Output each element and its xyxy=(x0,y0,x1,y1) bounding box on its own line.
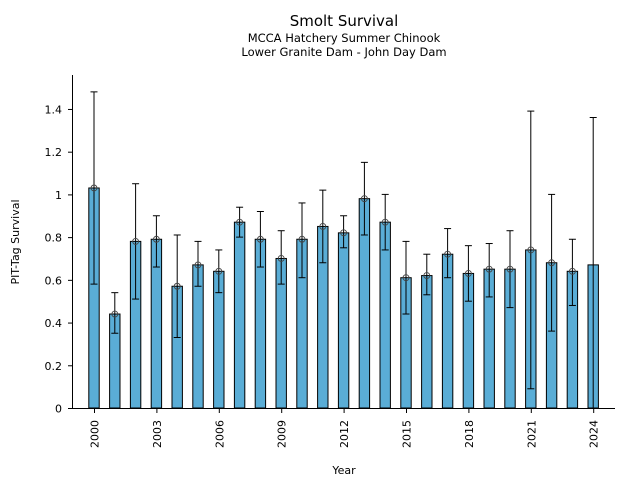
y-tick-label: 0.2 xyxy=(45,360,63,373)
point-marker-2007 xyxy=(236,218,244,226)
y-tick-label: 0.4 xyxy=(45,317,63,330)
point-marker-2021 xyxy=(527,246,535,254)
x-tick-label: 2009 xyxy=(276,420,289,448)
point-marker-2008 xyxy=(256,235,264,243)
x-tick-label: 2018 xyxy=(463,420,476,448)
point-marker-2017 xyxy=(444,250,452,258)
chart-title: Smolt Survival xyxy=(289,12,399,30)
y-tick-label: 0.8 xyxy=(45,232,63,245)
x-tick-label: 2015 xyxy=(401,420,414,448)
chart-subtitle-2: Lower Granite Dam - John Day Dam xyxy=(241,45,447,59)
point-marker-2014 xyxy=(381,218,389,226)
x-tick-label: 2006 xyxy=(213,420,226,448)
point-marker-2023 xyxy=(568,267,576,275)
point-marker-2011 xyxy=(319,222,327,230)
point-marker-2019 xyxy=(485,265,493,273)
x-axis-label: Year xyxy=(331,464,356,477)
point-marker-2010 xyxy=(298,235,306,243)
point-marker-2000 xyxy=(90,184,98,192)
point-marker-2009 xyxy=(277,255,285,262)
point-marker-2018 xyxy=(464,269,472,277)
point-marker-2005 xyxy=(194,261,202,269)
x-tick-label: 2024 xyxy=(588,420,601,448)
y-tick-label: 1 xyxy=(55,189,62,202)
point-marker-2013 xyxy=(360,195,368,203)
y-axis-label: PIT-Tag Survival xyxy=(9,199,22,284)
point-marker-2015 xyxy=(402,274,410,282)
x-tick-label: 2021 xyxy=(525,420,538,448)
bar-2012 xyxy=(337,232,350,409)
y-tick-label: 0.6 xyxy=(45,274,63,287)
y-tick-label: 0 xyxy=(55,403,62,416)
bar-2016 xyxy=(421,275,433,409)
point-marker-2016 xyxy=(423,272,431,280)
point-marker-2020 xyxy=(506,265,514,273)
point-marker-2002 xyxy=(132,237,140,245)
point-marker-2012 xyxy=(340,229,348,237)
y-tick-label: 1.2 xyxy=(45,146,63,159)
x-tick-label: 2000 xyxy=(89,420,102,448)
bar-2007 xyxy=(233,221,246,409)
point-marker-2003 xyxy=(152,235,160,243)
y-tick-label: 1.4 xyxy=(45,103,63,116)
x-tick-label: 2012 xyxy=(338,420,351,448)
x-tick-label: 2003 xyxy=(151,420,164,448)
point-marker-2004 xyxy=(173,282,181,290)
point-marker-2022 xyxy=(548,259,556,267)
point-marker-2006 xyxy=(215,267,223,275)
point-marker-2001 xyxy=(111,310,119,318)
chart-subtitle-1: MCCA Hatchery Summer Chinook xyxy=(247,31,441,45)
